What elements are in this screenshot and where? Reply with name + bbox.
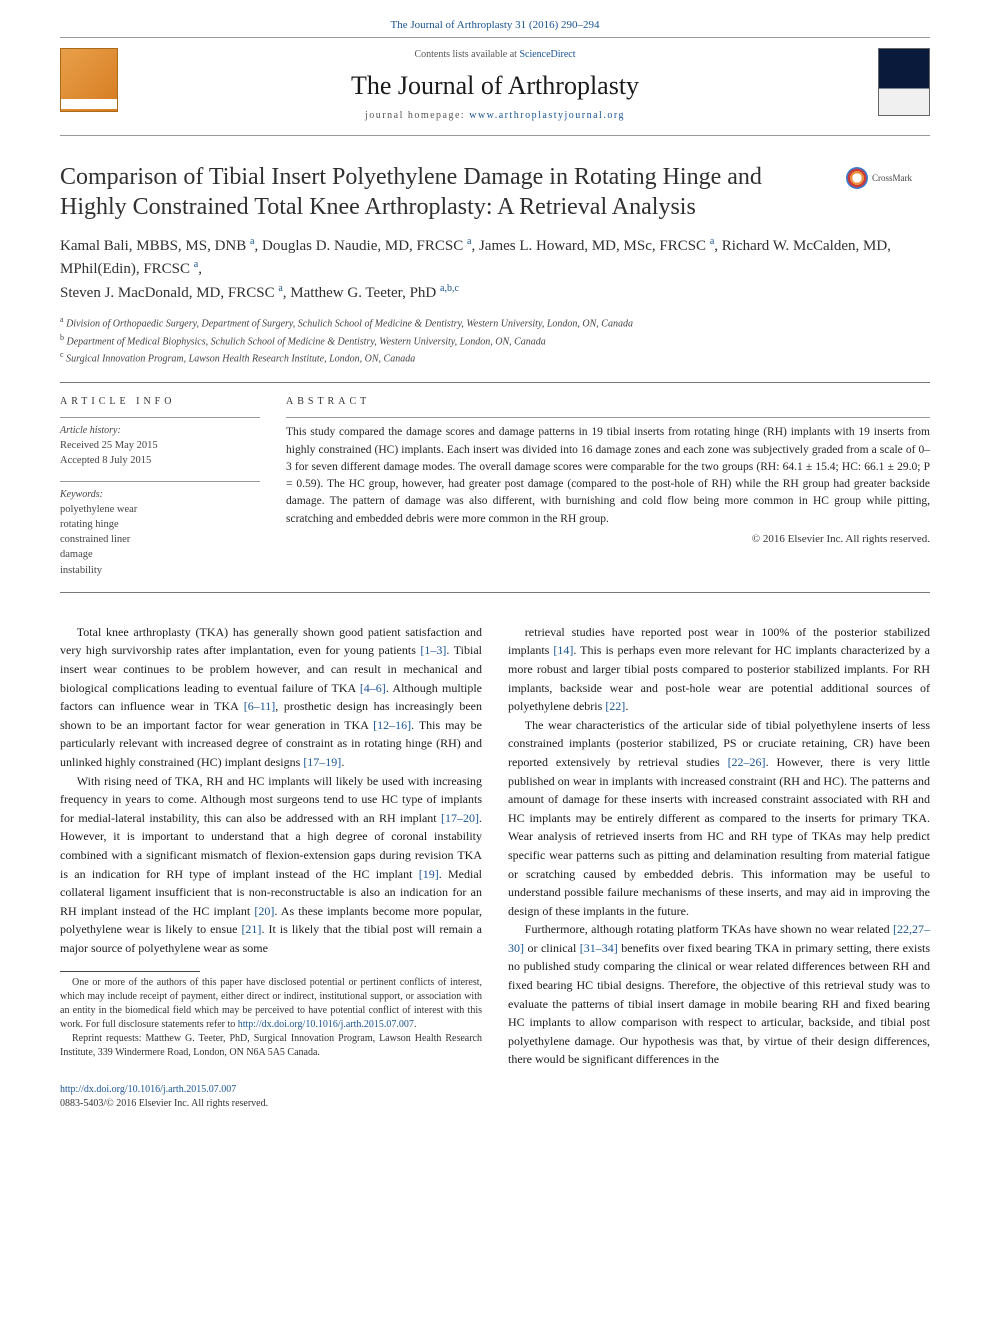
citation-ref[interactable]: [1–3]	[420, 643, 446, 657]
info-rule	[60, 417, 260, 418]
citation-ref[interactable]: [6–11]	[244, 699, 276, 713]
article-info-column: ARTICLE INFO Article history: Received 2…	[60, 395, 260, 578]
citation-ref[interactable]: [14]	[553, 643, 573, 657]
citation-ref[interactable]: [17–19]	[303, 755, 341, 769]
abstract-copyright: © 2016 Elsevier Inc. All rights reserved…	[286, 532, 930, 547]
journal-name: The Journal of Arthroplasty	[60, 62, 930, 108]
body-p1: Total knee arthroplasty (TKA) has genera…	[60, 623, 482, 772]
citation-ref[interactable]: [20]	[254, 904, 274, 918]
contents-available-line: Contents lists available at ScienceDirec…	[60, 44, 930, 62]
citation-ref[interactable]: [22]	[605, 699, 625, 713]
citation-link[interactable]: The Journal of Arthroplasty 31 (2016) 29…	[391, 19, 600, 31]
citation-ref[interactable]: [19]	[419, 867, 439, 881]
accepted-date: Accepted 8 July 2015	[60, 453, 260, 468]
keyword: instability	[60, 563, 260, 578]
citation-ref[interactable]: [17–20]	[441, 811, 479, 825]
citation-ref[interactable]: [21]	[241, 922, 261, 936]
affiliations: a Division of Orthopaedic Surgery, Depar…	[60, 314, 930, 366]
body-p3: retrieval studies have reported post wea…	[508, 623, 930, 716]
keywords-rule	[60, 481, 260, 482]
body-p5: Furthermore, although rotating platform …	[508, 920, 930, 1069]
received-date: Received 25 May 2015	[60, 438, 260, 453]
conflict-footnote: One or more of the authors of this paper…	[60, 976, 482, 1032]
history-label: Article history:	[60, 424, 260, 438]
page-footer: http://dx.doi.org/10.1016/j.arth.2015.07…	[0, 1069, 990, 1129]
abstract-column: ABSTRACT This study compared the damage …	[286, 395, 930, 578]
conflict-doi-link[interactable]: http://dx.doi.org/10.1016/j.arth.2015.07…	[238, 1019, 414, 1030]
abstract-heading: ABSTRACT	[286, 395, 930, 409]
footnote-separator	[60, 971, 200, 972]
elsevier-logo	[60, 48, 118, 112]
citation-ref[interactable]: [22–26]	[728, 755, 766, 769]
sciencedirect-link[interactable]: ScienceDirect	[519, 49, 575, 60]
body-p4: The wear characteristics of the articula…	[508, 716, 930, 921]
body-p2: With rising need of TKA, RH and HC impla…	[60, 772, 482, 958]
keywords-label: Keywords:	[60, 488, 260, 502]
crossmark-badge[interactable]: CrossMark	[846, 166, 930, 190]
footer-issn-line: 0883-5403/© 2016 Elsevier Inc. All right…	[60, 1098, 268, 1109]
citation-ref[interactable]: [12–16]	[373, 718, 411, 732]
authors-list: Kamal Bali, MBBS, MS, DNB a, Douglas D. …	[60, 234, 930, 305]
journal-homepage-link[interactable]: www.arthroplastyjournal.org	[469, 110, 625, 121]
masthead: Contents lists available at ScienceDirec…	[60, 37, 930, 135]
keyword: damage	[60, 547, 260, 562]
rule-bottom	[60, 592, 930, 593]
abstract-text: This study compared the damage scores an…	[286, 424, 930, 528]
article-info-heading: ARTICLE INFO	[60, 395, 260, 409]
journal-cover-thumb	[878, 48, 930, 116]
keyword: rotating hinge	[60, 517, 260, 532]
citation-ref[interactable]: [31–34]	[580, 941, 618, 955]
keyword: polyethylene wear	[60, 502, 260, 517]
footer-doi-link[interactable]: http://dx.doi.org/10.1016/j.arth.2015.07…	[60, 1084, 236, 1095]
journal-homepage-line: journal homepage: www.arthroplastyjourna…	[60, 109, 930, 129]
header-citation: The Journal of Arthroplasty 31 (2016) 29…	[0, 0, 990, 37]
keyword: constrained liner	[60, 532, 260, 547]
body-text: Total knee arthroplasty (TKA) has genera…	[60, 623, 930, 1069]
citation-ref[interactable]: [22,27–30]	[508, 922, 930, 955]
article-title: Comparison of Tibial Insert Polyethylene…	[60, 162, 830, 222]
reprint-footnote: Reprint requests: Matthew G. Teeter, PhD…	[60, 1032, 482, 1060]
citation-ref[interactable]: [4–6]	[360, 681, 386, 695]
abstract-rule	[286, 417, 930, 418]
